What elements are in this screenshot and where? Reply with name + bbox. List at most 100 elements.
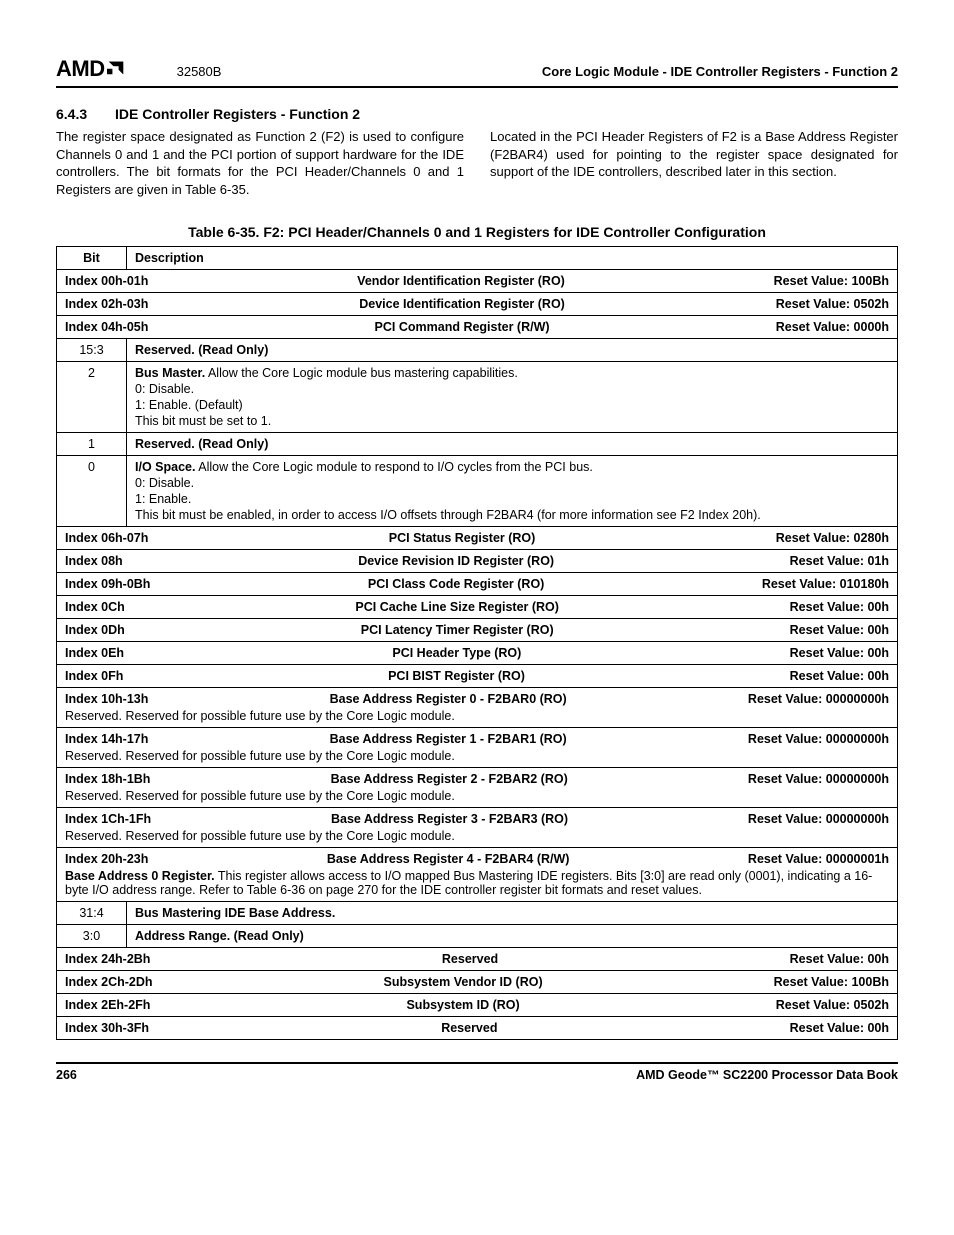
register-index: Index 24h-2Bh [65, 952, 150, 966]
register-name: PCI Header Type (RO) [124, 646, 790, 660]
register-header-body: Reserved. Reserved for possible future u… [65, 709, 889, 723]
register-reset-value: Reset Value: 00000000h [748, 772, 889, 786]
register-header-row: Index 2Eh-2FhSubsystem ID (RO)Reset Valu… [57, 994, 898, 1017]
register-name: Device Identification Register (RO) [148, 297, 775, 311]
register-name: Reserved [149, 1021, 790, 1035]
intro-col-right: Located in the PCI Header Registers of F… [490, 128, 898, 198]
register-table: Bit Description Index 00h-01hVendor Iden… [56, 246, 898, 1040]
register-index: Index 14h-17h [65, 732, 148, 746]
register-reset-value: Reset Value: 00000000h [748, 692, 889, 706]
register-name: Reserved [150, 952, 789, 966]
register-reset-value: Reset Value: 00h [790, 646, 889, 660]
register-index: Index 2Eh-2Fh [65, 998, 150, 1012]
register-header-row: Index 04h-05hPCI Command Register (R/W)R… [57, 316, 898, 339]
register-header-row: Index 18h-1BhBase Address Register 2 - F… [57, 768, 898, 808]
register-reset-value: Reset Value: 00000000h [748, 732, 889, 746]
logo-text: AMD [56, 56, 105, 82]
register-index: Index 18h-1Bh [65, 772, 150, 786]
register-reset-value: Reset Value: 100Bh [774, 274, 889, 288]
register-reset-value: Reset Value: 00h [790, 623, 889, 637]
intro-columns: The register space designated as Functio… [56, 128, 898, 198]
register-name: Vendor Identification Register (RO) [148, 274, 773, 288]
register-index: Index 20h-23h [65, 852, 148, 866]
register-reset-value: Reset Value: 0000h [776, 320, 889, 334]
register-header-row: Index 30h-3FhReservedReset Value: 00h [57, 1017, 898, 1040]
col-desc: Description [127, 247, 898, 270]
table-body: Index 00h-01hVendor Identification Regis… [57, 270, 898, 1040]
register-name: PCI BIST Register (RO) [123, 669, 789, 683]
register-index: Index 0Fh [65, 669, 123, 683]
register-header-body: Reserved. Reserved for possible future u… [65, 829, 889, 843]
register-index: Index 0Eh [65, 646, 124, 660]
register-name: PCI Cache Line Size Register (RO) [125, 600, 790, 614]
amd-arrow-icon [105, 58, 127, 76]
book-title: AMD Geode™ SC2200 Processor Data Book [636, 1068, 898, 1082]
register-name: Subsystem Vendor ID (RO) [153, 975, 774, 989]
bit-range: 0 [57, 456, 127, 527]
col-bit: Bit [57, 247, 127, 270]
bit-range: 2 [57, 362, 127, 433]
section-number: 6.4.3 [56, 106, 87, 122]
section-heading: 6.4.3 IDE Controller Registers - Functio… [56, 106, 898, 122]
page-container: AMD 32580B Core Logic Module - IDE Contr… [0, 0, 954, 1112]
register-name: Base Address Register 4 - F2BAR4 (R/W) [148, 852, 748, 866]
register-name: PCI Status Register (RO) [148, 531, 775, 545]
register-index: Index 1Ch-1Fh [65, 812, 151, 826]
table-caption: Table 6-35. F2: PCI Header/Channels 0 an… [56, 224, 898, 240]
bit-description: Bus Master. Allow the Core Logic module … [127, 362, 898, 433]
register-name: PCI Command Register (R/W) [148, 320, 775, 334]
register-reset-value: Reset Value: 100Bh [774, 975, 889, 989]
register-header-row: Index 06h-07hPCI Status Register (RO)Res… [57, 527, 898, 550]
register-header-row: Index 0DhPCI Latency Timer Register (RO)… [57, 619, 898, 642]
register-header-body: Reserved. Reserved for possible future u… [65, 789, 889, 803]
register-reset-value: Reset Value: 0502h [776, 998, 889, 1012]
register-name: Base Address Register 0 - F2BAR0 (RO) [148, 692, 748, 706]
bit-description: Address Range. (Read Only) [127, 925, 898, 948]
page-footer: 266 AMD Geode™ SC2200 Processor Data Boo… [56, 1062, 898, 1082]
register-name: Base Address Register 3 - F2BAR3 (RO) [151, 812, 748, 826]
page-number: 266 [56, 1068, 77, 1082]
bit-description: Reserved. (Read Only) [127, 339, 898, 362]
register-reset-value: Reset Value: 00h [790, 1021, 889, 1035]
register-header-row: Index 2Ch-2DhSubsystem Vendor ID (RO)Res… [57, 971, 898, 994]
register-index: Index 00h-01h [65, 274, 148, 288]
register-header-row: Index 0EhPCI Header Type (RO)Reset Value… [57, 642, 898, 665]
register-header-row: Index 24h-2BhReservedReset Value: 00h [57, 948, 898, 971]
register-header-row: Index 14h-17hBase Address Register 1 - F… [57, 728, 898, 768]
register-header-body: Reserved. Reserved for possible future u… [65, 749, 889, 763]
register-index: Index 30h-3Fh [65, 1021, 149, 1035]
register-index: Index 10h-13h [65, 692, 148, 706]
bit-range: 31:4 [57, 902, 127, 925]
register-index: Index 08h [65, 554, 123, 568]
doc-code: 32580B [177, 64, 222, 79]
register-index: Index 2Ch-2Dh [65, 975, 153, 989]
register-name: Device Revision ID Register (RO) [123, 554, 790, 568]
register-header-row: Index 1Ch-1FhBase Address Register 3 - F… [57, 808, 898, 848]
register-reset-value: Reset Value: 0280h [776, 531, 889, 545]
bit-description: Reserved. (Read Only) [127, 433, 898, 456]
register-header-body: Base Address 0 Register. This register a… [65, 869, 889, 897]
bit-description: Bus Mastering IDE Base Address. [127, 902, 898, 925]
register-name: PCI Latency Timer Register (RO) [125, 623, 790, 637]
bit-range: 1 [57, 433, 127, 456]
intro-col-left: The register space designated as Functio… [56, 128, 464, 198]
register-name: Base Address Register 2 - F2BAR2 (RO) [150, 772, 747, 786]
register-reset-value: Reset Value: 010180h [762, 577, 889, 591]
register-reset-value: Reset Value: 00h [790, 669, 889, 683]
register-header-row: Index 20h-23hBase Address Register 4 - F… [57, 848, 898, 902]
bit-range: 15:3 [57, 339, 127, 362]
register-name: Base Address Register 1 - F2BAR1 (RO) [148, 732, 748, 746]
register-reset-value: Reset Value: 01h [790, 554, 889, 568]
logo-block: AMD 32580B [56, 56, 221, 82]
register-reset-value: Reset Value: 00h [790, 600, 889, 614]
register-index: Index 02h-03h [65, 297, 148, 311]
register-name: Subsystem ID (RO) [150, 998, 775, 1012]
register-index: Index 04h-05h [65, 320, 148, 334]
section-title: IDE Controller Registers - Function 2 [115, 106, 360, 122]
header-right: Core Logic Module - IDE Controller Regis… [542, 64, 898, 79]
register-name: PCI Class Code Register (RO) [150, 577, 761, 591]
register-index: Index 0Ch [65, 600, 125, 614]
register-reset-value: Reset Value: 00h [790, 952, 889, 966]
bit-description: I/O Space. Allow the Core Logic module t… [127, 456, 898, 527]
page-header: AMD 32580B Core Logic Module - IDE Contr… [56, 56, 898, 88]
